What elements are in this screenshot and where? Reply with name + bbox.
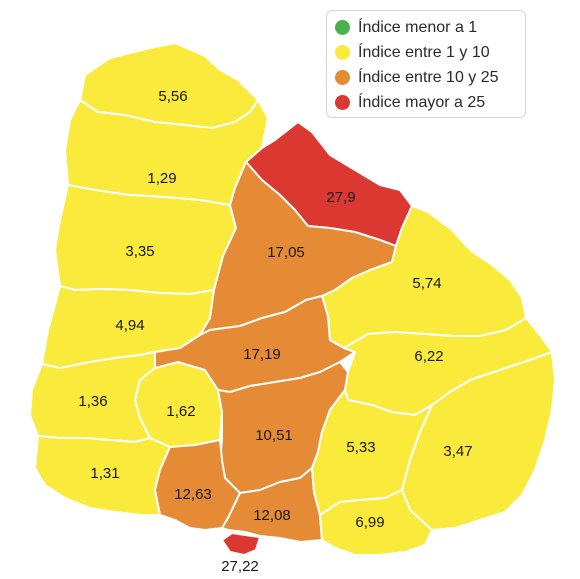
dept-maldonado[interactable] <box>319 489 433 556</box>
value-label-tacuarembo: 17,05 <box>267 244 305 261</box>
dept-canelones[interactable] <box>221 467 323 543</box>
value-label-artigas: 5,56 <box>158 88 187 105</box>
value-label-salto: 1,29 <box>147 170 176 187</box>
red-dot-icon <box>335 95 350 110</box>
legend-label: Índice menor a 1 <box>358 18 478 36</box>
value-label-lavalleja: 5,33 <box>346 439 375 456</box>
value-label-rivera: 27,9 <box>326 189 355 206</box>
value-label-colonia: 1,31 <box>90 465 119 482</box>
value-label-rocha: 3,47 <box>443 443 472 460</box>
legend-label: Índice entre 1 y 10 <box>358 43 490 61</box>
value-label-montevideo: 27,22 <box>221 558 259 575</box>
green-dot-icon <box>335 20 350 35</box>
value-label-treinta-y-tres: 6,22 <box>414 348 443 365</box>
dept-montevideo[interactable] <box>221 532 261 556</box>
value-label-maldonado: 6,99 <box>355 514 384 531</box>
value-label-canelones: 12,08 <box>253 507 291 524</box>
value-label-durazno: 17,19 <box>243 346 281 363</box>
map-legend: Índice menor a 1 Índice entre 1 y 10 Índ… <box>326 10 526 118</box>
legend-item-orange: Índice entre 10 y 25 <box>335 65 525 90</box>
orange-dot-icon <box>335 70 350 85</box>
dept-paysandu[interactable] <box>54 184 237 295</box>
value-label-rio-negro: 4,94 <box>115 317 144 334</box>
legend-item-yellow: Índice entre 1 y 10 <box>335 40 525 65</box>
value-label-soriano: 1,36 <box>78 393 107 410</box>
value-label-flores: 1,62 <box>166 403 195 420</box>
legend-item-red: Índice mayor a 25 <box>335 90 525 115</box>
yellow-dot-icon <box>335 45 350 60</box>
value-label-florida: 10,51 <box>255 427 293 444</box>
value-label-cerro-largo: 5,74 <box>412 275 441 292</box>
value-label-san-jose: 12,63 <box>174 486 212 503</box>
legend-label: Índice mayor a 25 <box>358 93 486 111</box>
legend-label: Índice entre 10 y 25 <box>358 68 499 86</box>
value-label-paysandu: 3,35 <box>125 243 154 260</box>
legend-item-green: Índice menor a 1 <box>335 15 525 40</box>
